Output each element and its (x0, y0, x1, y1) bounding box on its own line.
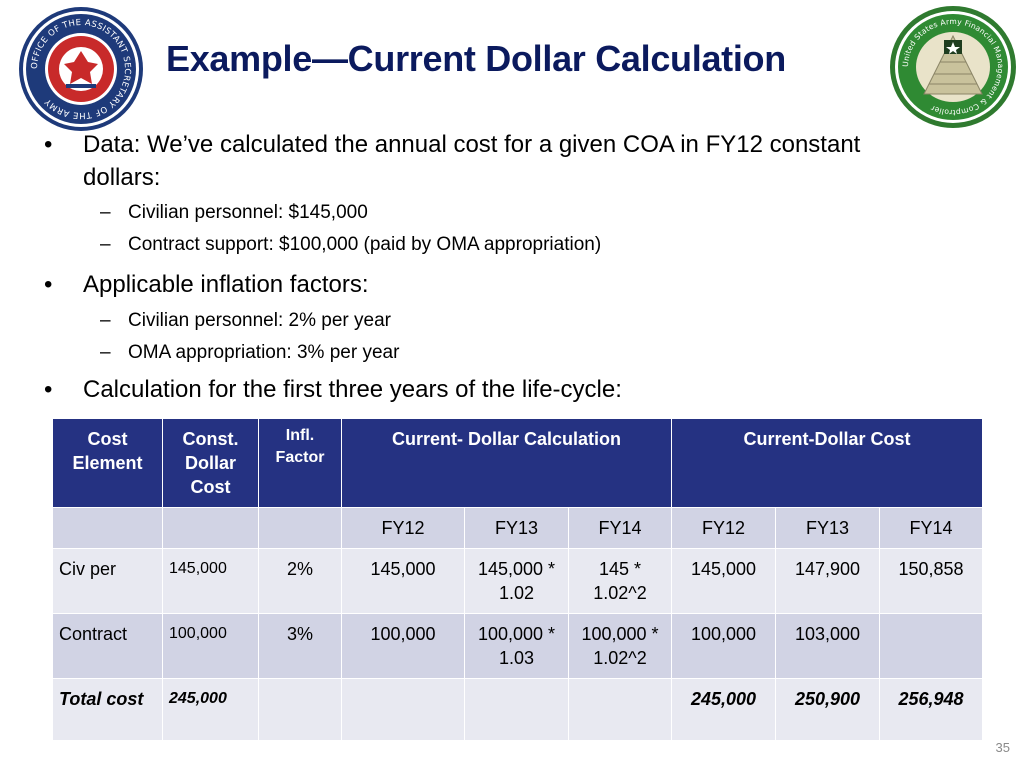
row-calc: 145,000 * 1.02 (464, 548, 569, 614)
slide-title: Example—Current Dollar Calculation (166, 38, 786, 79)
header-current-dollar-calculation: Current- Dollar Calculation (340, 418, 673, 508)
row-const-cost: 245,000 (162, 678, 259, 741)
army-secretary-seal-icon: OFFICE OF THE ASSISTANT SECRETARY OF THE… (19, 7, 143, 131)
sub-bullet-text: Civilian personnel: $145,000 (128, 202, 368, 223)
table-cell (52, 507, 163, 549)
row-infl (258, 678, 342, 741)
row-current: 147,900 (775, 548, 881, 614)
sub-bullet-text: OMA appropriation: 3% per year (128, 342, 400, 363)
row-calc: 100,000 * 1.02^2 (567, 613, 673, 679)
army-financial-management-seal-icon: United States Army Financial Management … (890, 6, 1016, 128)
row-infl: 2% (258, 548, 342, 614)
year-cell: FY12 (671, 507, 777, 549)
row-const-cost: 145,000 (162, 548, 259, 614)
bullet-text: Calculation for the first three years of… (83, 376, 622, 403)
row-element: Civ per (52, 548, 163, 614)
year-cell: FY13 (775, 507, 881, 549)
table-cell (162, 507, 259, 549)
row-calc: 145,000 (341, 548, 465, 614)
header-current-dollar-cost: Current-Dollar Cost (671, 418, 984, 508)
year-cell: FY13 (464, 507, 569, 549)
row-const-cost: 100,000 (162, 613, 259, 679)
sub-bullet-text: Civilian personnel: 2% per year (128, 310, 391, 331)
row-current: 245,000 (671, 678, 777, 741)
row-current: 100,000 (671, 613, 777, 679)
row-current: 150,858 (879, 548, 984, 614)
sub-bullet-text: Contract support: $100,000 (paid by OMA … (128, 234, 602, 255)
row-element: Contract (52, 613, 163, 679)
row-current: 250,900 (775, 678, 881, 741)
row-current: 145,000 (671, 548, 777, 614)
header-cost-element: Cost Element (52, 418, 163, 508)
row-infl: 3% (258, 613, 342, 679)
row-current (879, 613, 984, 679)
row-calc: 100,000 (341, 613, 465, 679)
bullet-text: Data: We’ve calculated the annual cost f… (83, 131, 861, 191)
cost-table: Cost Element Const. Dollar Cost Infl. Fa… (52, 418, 984, 741)
bullet-dot-icon: • (44, 131, 53, 158)
table-cell (258, 507, 342, 549)
table-year-row: FY12 FY13 FY14 FY12 FY13 FY14 (52, 507, 984, 549)
dash-icon: – (100, 234, 111, 255)
row-calc: 145 * 1.02^2 (567, 548, 673, 614)
row-current: 103,000 (775, 613, 881, 679)
row-calc (464, 678, 569, 741)
page-number: 35 (995, 740, 1010, 755)
year-cell: FY14 (567, 507, 673, 549)
row-current: 256,948 (879, 678, 984, 741)
year-cell: FY12 (341, 507, 465, 549)
bullet-text: Applicable inflation factors: (83, 271, 369, 298)
dash-icon: – (100, 342, 111, 363)
dash-icon: – (100, 310, 111, 331)
dash-icon: – (100, 202, 111, 223)
row-calc (567, 678, 673, 741)
table-row: Civ per 145,000 2% 145,000 145,000 * 1.0… (52, 548, 984, 614)
header-infl-factor: Infl. Factor (258, 418, 342, 508)
table-total-row: Total cost 245,000 245,000 250,900 256,9… (52, 678, 984, 741)
bullet-dot-icon: • (44, 271, 53, 298)
row-element: Total cost (52, 678, 163, 741)
row-calc: 100,000 * 1.03 (464, 613, 569, 679)
row-calc (341, 678, 465, 741)
bullet-dot-icon: • (44, 376, 53, 403)
table-header-row: Cost Element Const. Dollar Cost Infl. Fa… (52, 418, 984, 508)
year-cell: FY14 (879, 507, 984, 549)
table-row: Contract 100,000 3% 100,000 100,000 * 1.… (52, 613, 984, 679)
header-const-dollar-cost: Const. Dollar Cost (162, 418, 259, 508)
